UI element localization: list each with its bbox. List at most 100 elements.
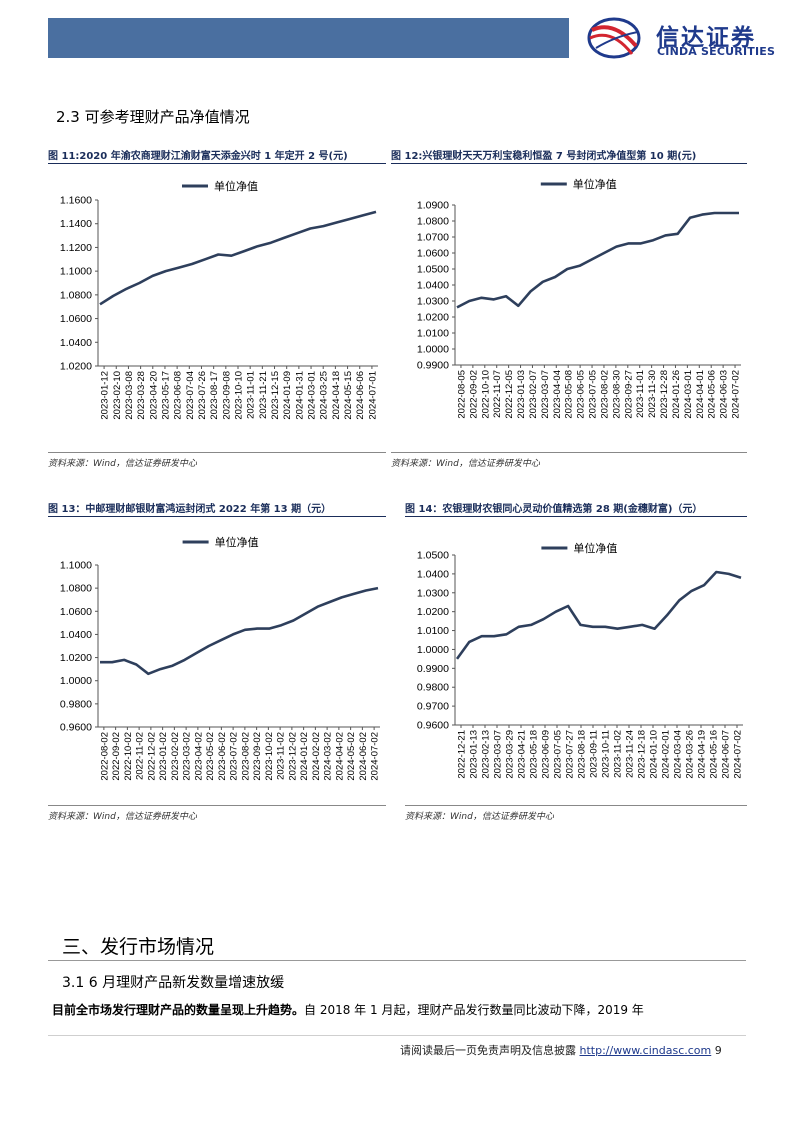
x-tick-label: 2022-12-21	[457, 730, 468, 779]
figure-title: 图 14：农银理财农银同心灵动价值精选第 28 期(金穗财富)（元）	[405, 504, 703, 515]
x-tick-label: 2023-04-04	[552, 370, 563, 419]
source-rule	[48, 805, 386, 806]
heading-rule	[48, 960, 746, 961]
x-tick-label: 2024-03-01	[683, 370, 694, 419]
y-tick-label: 1.0000	[417, 344, 449, 356]
line-chart: 1.0200 1.0400 1.0600 1.0800 1.1000 1.1200 1.14…	[60, 179, 379, 420]
x-tick-label: 2023-10-02	[264, 732, 275, 781]
y-tick-label: 1.0900	[417, 200, 449, 212]
x-tick-label: 2023-07-05	[553, 730, 564, 779]
y-tick-label: 1.0700	[417, 232, 449, 244]
x-tick-label: 2023-05-18	[529, 730, 540, 779]
x-tick-label: 2024-02-02	[311, 732, 322, 781]
page-number: 9	[714, 1044, 722, 1057]
website-link[interactable]: http://www.cindasc.com	[579, 1044, 712, 1057]
y-tick-label: 1.1400	[60, 218, 92, 230]
x-tick-label: 2023-08-02	[599, 370, 610, 419]
y-tick-label: 0.9800	[417, 682, 449, 694]
x-tick-label: 2023-04-21	[517, 730, 528, 779]
para-bold: 目前全市场发行理财产品的数量呈现上升趋势。	[52, 1003, 305, 1017]
x-tick-label: 2023-03-07	[540, 370, 551, 419]
figure-rule	[405, 516, 747, 517]
y-tick-label: 1.0500	[417, 550, 449, 562]
y-tick-label: 1.0400	[417, 280, 449, 292]
y-tick-label: 1.0000	[417, 644, 449, 656]
figure-rule	[48, 516, 386, 517]
figure-title: 图 11:2020 年渝农商理财江渝财富天添金兴时 1 年定开 2 号(元)	[48, 151, 348, 162]
x-tick-label: 2024-04-01	[695, 370, 706, 419]
x-tick-label: 2023-05-17	[160, 371, 171, 420]
series-line	[456, 211, 739, 309]
footer-rule	[48, 1035, 746, 1036]
x-tick-label: 2023-03-29	[505, 730, 516, 779]
subsection-heading: 3.1 6 月理财产品新发数量增速放缓	[62, 975, 285, 991]
x-tick-label: 2023-08-17	[209, 371, 220, 420]
x-tick-label: 2024-03-25	[319, 371, 330, 420]
x-tick-label: 2022-08-05	[456, 370, 467, 419]
source-rule	[405, 805, 747, 806]
x-tick-label: 2024-07-02	[731, 370, 742, 419]
x-tick-label: 2024-01-31	[294, 371, 305, 420]
x-tick-label: 2024-01-02	[299, 732, 310, 781]
x-tick-label: 2024-05-16	[709, 730, 720, 779]
x-tick-label: 2022-12-02	[146, 732, 157, 781]
y-tick-label: 1.0100	[417, 328, 449, 340]
y-tick-label: 1.0600	[60, 606, 92, 618]
x-tick-label: 2022-10-10	[480, 370, 491, 419]
x-tick-label: 2023-04-20	[148, 371, 159, 420]
x-tick-label: 2023-09-27	[623, 370, 634, 419]
series-line	[455, 570, 742, 660]
x-tick-label: 2022-11-02	[135, 732, 146, 780]
y-tick-label: 0.9700	[417, 701, 449, 713]
legend-label: 单位净值	[214, 179, 258, 193]
x-tick-label: 2024-04-18	[331, 371, 342, 420]
line-chart: 0.9600 0.9700 0.9800 0.9900 1.0000 1.0100 1.02…	[417, 541, 744, 779]
x-tick-label: 2024-03-01	[307, 371, 318, 420]
legend-label: 单位净值	[573, 177, 617, 191]
x-tick-label: 2023-02-10	[112, 371, 123, 420]
logo-icon	[587, 17, 641, 59]
x-tick-label: 2023-07-05	[588, 370, 599, 419]
figure-title: 图 12:兴银理财天天万利宝稳利恒盈 7 号封闭式净值型第 10 期(元)	[391, 151, 697, 162]
x-tick-label: 2023-01-12	[100, 371, 111, 420]
y-tick-label: 1.0600	[60, 313, 92, 325]
logo-en: CINDA SECURITIES	[657, 45, 776, 58]
figure-rule	[48, 163, 386, 164]
y-tick-label: 1.1000	[60, 560, 92, 572]
section-title: 2.3 可参考理财产品净值情况	[56, 108, 250, 126]
series-line	[100, 586, 379, 676]
y-tick-label: 1.0200	[60, 361, 92, 373]
x-tick-label: 2023-08-30	[611, 370, 622, 419]
source-note: 资料来源：Wind，信达证券研发中心	[391, 459, 540, 469]
y-tick-label: 1.0800	[60, 289, 92, 301]
y-tick-label: 1.0200	[417, 312, 449, 324]
source-note: 资料来源：Wind，信达证券研发中心	[48, 459, 197, 469]
x-tick-label: 2023-12-15	[270, 371, 281, 420]
x-tick-label: 2024-05-15	[343, 371, 354, 420]
x-tick-label: 2023-06-09	[541, 730, 552, 779]
x-tick-label: 2023-02-13	[481, 730, 492, 779]
section-heading: 三、发行市场情况	[62, 936, 215, 958]
y-tick-label: 1.0200	[417, 606, 449, 618]
y-tick-label: 1.1200	[60, 242, 92, 254]
x-tick-label: 2023-01-02	[158, 732, 169, 781]
x-tick-label: 2023-10-10	[234, 371, 245, 420]
x-tick-label: 2024-06-06	[355, 371, 366, 420]
source-rule	[391, 452, 747, 453]
y-tick-label: 1.0500	[417, 264, 449, 276]
x-tick-label: 2023-03-02	[182, 732, 193, 781]
x-tick-label: 2022-08-02	[99, 732, 110, 781]
x-tick-label: 2024-04-02	[334, 732, 345, 781]
x-tick-label: 2023-03-28	[136, 371, 147, 420]
legend-label: 单位净值	[573, 541, 617, 555]
x-tick-label: 2023-06-02	[217, 732, 228, 781]
x-tick-label: 2024-03-02	[323, 732, 334, 781]
y-tick-label: 0.9600	[417, 720, 449, 732]
x-tick-label: 2024-04-19	[697, 730, 708, 779]
figure-title: 图 13：中邮理财邮银财富鸿运封闭式 2022 年第 13 期（元）	[48, 504, 332, 515]
x-tick-label: 2024-07-01	[367, 371, 378, 420]
x-tick-label: 2024-03-04	[673, 730, 684, 779]
y-tick-label: 1.0600	[417, 248, 449, 260]
x-tick-label: 2023-07-27	[565, 730, 576, 779]
x-tick-label: 2023-12-28	[659, 370, 670, 419]
